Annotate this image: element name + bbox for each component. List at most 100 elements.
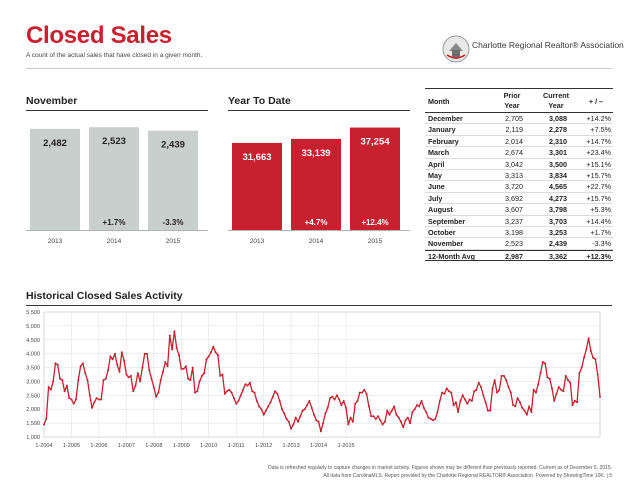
data-point: [351, 420, 354, 423]
data-point: [420, 399, 423, 402]
data-point: [335, 394, 338, 397]
data-point: [47, 386, 50, 388]
november-category-label: 2015: [166, 238, 181, 245]
data-point: [228, 388, 231, 391]
data-point: [116, 363, 119, 366]
november-bar-chart: 2,482 2013 2,523 +1.7% 2014 2,439 -3.3% 2015: [26, 127, 208, 245]
data-point: [313, 413, 315, 416]
ytd-bar-2015: [350, 127, 400, 230]
data-point: [301, 409, 304, 412]
data-point: [187, 377, 190, 380]
november-bar-2015: [148, 130, 198, 230]
data-point: [258, 405, 261, 408]
table-row: August 3,607 3,798 +5.3%: [425, 204, 613, 216]
table-header: Month Prior Year Current Year + / –: [425, 88, 613, 113]
data-point: [271, 395, 274, 398]
data-point: [482, 394, 485, 397]
data-point: [125, 373, 128, 376]
data-point: [464, 398, 466, 401]
data-point: [532, 388, 535, 391]
data-point: [129, 374, 132, 377]
data-point: [244, 383, 247, 386]
data-point: [281, 408, 283, 411]
data-point: [567, 379, 569, 382]
data-point: [56, 363, 59, 366]
data-point: [406, 416, 409, 419]
data-point: [507, 386, 510, 388]
cell-current: 3,500: [549, 159, 567, 169]
data-point: [79, 365, 82, 368]
data-point: [477, 381, 480, 384]
data-point: [333, 398, 336, 401]
ytd-category-label: 2014: [309, 238, 324, 245]
data-point: [253, 391, 256, 394]
data-point: [452, 404, 455, 407]
ytd-bar-chart: 31,663 2013 33,139 +4.7% 2014 37,254 +12.4% 201…: [228, 127, 410, 245]
data-point: [207, 355, 210, 358]
table-row: May 3,313 3,834 +15.7%: [425, 170, 613, 182]
data-point: [560, 388, 563, 391]
data-point: [61, 379, 64, 382]
data-point: [70, 398, 73, 401]
table-row: April 3,042 3,500 +15.1%: [425, 159, 613, 170]
data-point: [338, 398, 341, 401]
cell-prior: 3,198: [505, 228, 523, 237]
data-point: [283, 412, 286, 415]
ytd-change-label: +12.4%: [361, 218, 388, 227]
data-point: [232, 397, 235, 400]
data-point: [120, 351, 123, 354]
x-tick-label: 1-2005: [63, 443, 80, 449]
header-prior: Prior Year: [503, 91, 521, 110]
x-tick-label: 1-2004: [35, 443, 52, 449]
data-point: [409, 422, 412, 425]
data-point: [548, 377, 551, 380]
data-point: [306, 404, 309, 407]
page-title: Closed Sales: [26, 22, 172, 49]
data-point: [100, 398, 103, 401]
data-point: [287, 420, 290, 423]
data-point: [438, 399, 441, 402]
data-point: [489, 409, 492, 412]
header-month: Month: [428, 97, 450, 106]
cell-prior: 2,014: [505, 136, 523, 146]
data-point: [180, 367, 183, 370]
table-row: February 2,014 2,310 +14.7%: [425, 136, 613, 148]
ytd-change-label: +4.7%: [305, 218, 328, 227]
y-tick-label: 2,000: [26, 407, 40, 413]
footer-note: Data is refreshed regularly to capture c…: [268, 465, 612, 471]
data-point: [594, 358, 597, 361]
data-point: [498, 388, 501, 391]
data-point: [86, 379, 89, 382]
data-point: [113, 352, 116, 355]
data-point: [109, 355, 112, 358]
november-bar-2013: [30, 128, 80, 230]
data-point: [292, 423, 295, 426]
data-point: [413, 408, 416, 411]
cell-change: +14.2%: [586, 114, 611, 123]
data-point: [235, 402, 238, 405]
historical-title: Historical Closed Sales Activity: [26, 290, 183, 302]
closed-sales-line: [43, 330, 601, 433]
data-point: [230, 391, 233, 394]
data-point: [448, 390, 450, 393]
historical-chart: 1,000 1,500 2,000 2,500 3,000 3,500 4,000 4,500…: [0, 305, 620, 460]
historical-rule: [26, 305, 612, 306]
x-tick-label: 1-2008: [145, 443, 162, 449]
data-point: [493, 379, 496, 382]
data-point: [54, 362, 57, 365]
data-point: [276, 392, 279, 395]
data-point: [148, 369, 151, 372]
data-point: [416, 404, 418, 407]
table-row: December 2,705 3,088 +14.2%: [425, 113, 613, 125]
data-point: [539, 372, 542, 375]
x-tick-label: 1-2013: [283, 443, 300, 449]
data-point: [194, 391, 196, 394]
cell-current: 4,273: [549, 193, 567, 203]
cell-month: November: [428, 239, 464, 249]
data-point: [370, 415, 373, 418]
cell-month: July: [428, 193, 443, 203]
data-point: [386, 409, 389, 412]
data-point: [175, 347, 178, 350]
cell-change: +14.4%: [586, 216, 611, 226]
data-point: [379, 419, 382, 422]
